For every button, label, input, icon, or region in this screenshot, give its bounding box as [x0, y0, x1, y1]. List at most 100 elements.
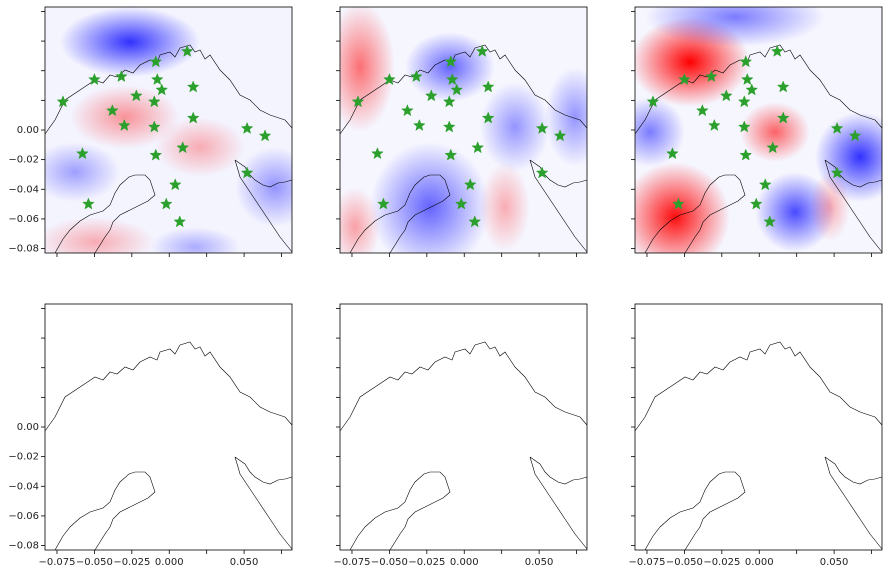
station-marker [481, 111, 495, 124]
station-marker [150, 72, 164, 86]
x-tick-label: 0.000 [450, 557, 479, 568]
y-tick-label: −0.04 [8, 184, 39, 195]
station-marker [678, 72, 691, 86]
y-tick-label: 0.00 [17, 422, 39, 433]
axes-frame [339, 303, 588, 551]
station-marker [401, 104, 414, 117]
coastline [339, 341, 588, 551]
station-marker [749, 197, 763, 210]
station-marker [696, 104, 709, 117]
station-marker [704, 69, 718, 83]
station-marker [56, 95, 70, 108]
station-marker [739, 148, 753, 161]
station-marker [180, 44, 194, 57]
y-tick-label: −0.06 [8, 214, 39, 225]
x-tick-label: −0.075 [333, 557, 370, 568]
station-marker [830, 121, 844, 134]
station-marker [553, 129, 567, 142]
axes-frame [634, 6, 883, 254]
x-tick-label: −0.025 [113, 557, 150, 568]
station-marker [737, 120, 751, 133]
station-marker [719, 89, 733, 102]
station-marker [745, 83, 759, 96]
station-marker [471, 141, 485, 154]
station-marker [444, 148, 458, 161]
x-tick-label: −0.075 [38, 557, 75, 568]
y-tick-label: 0.00 [17, 125, 39, 136]
station-marker [707, 118, 721, 131]
x-tick-label: −0.050 [371, 557, 408, 568]
station-marker [377, 197, 390, 210]
station-marker [454, 197, 468, 210]
coastline [634, 341, 883, 551]
station-marker [82, 197, 95, 210]
axes-frame [634, 303, 883, 551]
station-marker [117, 118, 131, 131]
station-marker [468, 215, 482, 228]
x-tick-label: −0.050 [666, 557, 703, 568]
station-marker [88, 72, 101, 86]
field [45, 7, 292, 253]
station-marker [770, 44, 784, 57]
y-tick-label: −0.06 [8, 511, 39, 522]
x-tick-label: 0.050 [230, 557, 259, 568]
station-marker [763, 215, 777, 228]
station-marker [371, 147, 384, 160]
station-marker [149, 148, 163, 161]
station-marker [535, 166, 549, 179]
station-marker [383, 72, 396, 86]
station-marker [240, 166, 254, 179]
station-marker [240, 121, 254, 134]
station-marker [766, 141, 780, 154]
station-marker [424, 89, 438, 102]
station-marker [155, 83, 169, 96]
station-marker [173, 215, 187, 228]
y-tick-label: −0.02 [8, 452, 39, 463]
station-marker [129, 89, 143, 102]
station-marker [445, 72, 459, 86]
station-marker [176, 141, 190, 154]
x-tick-label: 0.000 [155, 557, 184, 568]
x-tick-label: −0.025 [703, 557, 740, 568]
station-marker [442, 95, 456, 108]
station-marker [450, 83, 464, 96]
station-marker [409, 69, 423, 83]
x-tick-label: −0.025 [408, 557, 445, 568]
station-marker [186, 111, 200, 124]
coastline [44, 341, 293, 551]
station-marker [646, 95, 660, 108]
station-marker [776, 80, 790, 93]
station-marker [186, 80, 200, 93]
station-marker [481, 80, 495, 93]
station-marker [740, 72, 754, 86]
x-tick-label: 0.050 [820, 557, 849, 568]
station-marker [666, 147, 679, 160]
y-tick-label: −0.08 [8, 541, 39, 552]
station-marker [412, 118, 426, 131]
station-marker [442, 120, 456, 133]
y-tick-label: −0.08 [8, 244, 39, 255]
station-marker [737, 95, 751, 108]
station-marker [258, 129, 272, 142]
station-marker [830, 166, 844, 179]
station-marker [475, 44, 489, 57]
station-marker [114, 69, 128, 83]
station-marker [535, 121, 549, 134]
axes-frame [44, 303, 293, 551]
station-marker [672, 197, 685, 210]
field [635, 7, 882, 253]
station-marker [147, 120, 161, 133]
y-tick-label: −0.04 [8, 481, 39, 492]
station-marker [444, 55, 458, 68]
x-tick-label: 0.000 [745, 557, 774, 568]
x-tick-label: −0.050 [76, 557, 113, 568]
station-marker [149, 55, 163, 68]
station-marker [758, 178, 772, 191]
station-marker [463, 178, 477, 191]
station-marker [147, 95, 161, 108]
station-marker [168, 178, 182, 191]
station-marker [848, 129, 862, 142]
station-marker [76, 147, 89, 160]
station-marker [106, 104, 119, 117]
